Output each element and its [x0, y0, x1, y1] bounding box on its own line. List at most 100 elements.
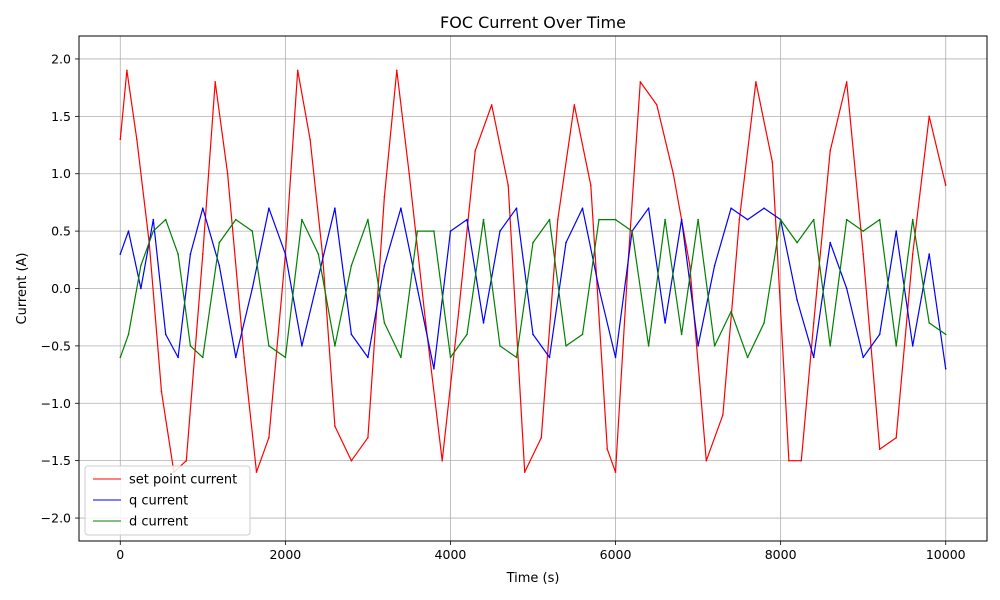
y-tick-label: 0.5 [51, 224, 71, 239]
series-3-point [713, 345, 716, 347]
series-1-point [540, 436, 543, 439]
series-1-point [738, 218, 741, 221]
series-1-point [672, 172, 675, 175]
series-3-point [218, 241, 221, 244]
series-2-point [532, 333, 534, 336]
series-2-point [730, 207, 732, 209]
series-3-point [202, 356, 204, 359]
series-2-point [235, 356, 237, 359]
series-1-point [424, 322, 427, 324]
series-2-point [400, 207, 402, 209]
series-3-point [895, 345, 897, 347]
legend-label: d current [129, 515, 188, 530]
series-2-point [449, 230, 452, 232]
series-3-point [189, 345, 192, 347]
series-1-point [136, 138, 138, 141]
series-2-point [862, 356, 864, 359]
series-2-point [845, 287, 848, 290]
series-1-point [408, 172, 411, 175]
series-1-point [895, 436, 897, 439]
series-3-point [433, 230, 435, 232]
series-1-point [878, 448, 881, 451]
series-3-point [301, 218, 303, 221]
series-1-point [126, 69, 128, 72]
series-2-point [911, 345, 914, 347]
series-1-point [829, 150, 831, 152]
series-1-point [800, 459, 803, 462]
series-1-point [214, 81, 216, 83]
series-2-point [383, 264, 386, 267]
series-1-point [457, 310, 460, 313]
series-3-point [581, 333, 584, 336]
series-3-point [878, 218, 881, 221]
series-1-point [383, 195, 386, 198]
series-3-point [466, 333, 468, 336]
series-2-point [565, 241, 567, 244]
series-3-point [631, 230, 633, 232]
series-2-point [499, 230, 501, 232]
x-tick-label: 2000 [269, 547, 301, 562]
series-3-point [845, 218, 848, 221]
x-tick-label: 4000 [435, 547, 467, 562]
series-2-point [713, 264, 716, 267]
series-1-point [474, 150, 477, 152]
y-tick-label: −1.0 [41, 396, 71, 411]
series-1-point [614, 471, 617, 473]
y-tick-label: −2.0 [41, 511, 71, 526]
series-1-point [523, 471, 526, 473]
series-2-point [829, 241, 831, 244]
series-1-point [309, 138, 311, 141]
series-layer [119, 69, 947, 473]
y-axis-title: Current (A) [15, 253, 30, 325]
series-2-point [697, 345, 699, 347]
series-1-point [845, 81, 848, 83]
series-1-point [788, 459, 790, 462]
series-2-point [763, 207, 765, 209]
series-2-point [812, 356, 815, 359]
series-1-point [722, 414, 724, 416]
series-2-point [301, 345, 303, 347]
series-3-point [383, 322, 386, 324]
series-2-point [482, 322, 485, 324]
series-1-point [367, 436, 369, 439]
series-1-point [606, 448, 609, 451]
series-2-point [334, 207, 336, 209]
series-1-point [812, 322, 815, 324]
series-1-point [268, 436, 270, 439]
series-1-point [202, 253, 204, 255]
series-3-point [152, 230, 155, 232]
series-3-point [614, 218, 617, 221]
series-2-point [548, 356, 551, 359]
series-2-point [581, 207, 584, 209]
series-1-point [928, 115, 930, 118]
series-2-point [433, 368, 435, 370]
series-2-point [515, 207, 518, 209]
series-1-point [590, 184, 592, 186]
series-3-point [697, 218, 699, 221]
y-tick-label: 1.0 [51, 166, 71, 181]
grid [79, 36, 987, 541]
series-3-point [548, 218, 551, 221]
series-1-point [656, 104, 658, 106]
series-1-point [160, 391, 163, 393]
series-3-point [416, 230, 419, 232]
series-3-point [367, 218, 369, 221]
series-2-point [177, 356, 179, 359]
series-3-point [664, 218, 666, 221]
series-2-point [140, 287, 142, 290]
series-1-point [396, 69, 398, 72]
x-tick-label: 0 [116, 547, 124, 562]
series-3-point [177, 253, 179, 255]
series-2-point [317, 276, 320, 278]
series-1-point [689, 264, 691, 267]
y-tick-label: −0.5 [41, 338, 71, 353]
series-2-point [895, 230, 897, 232]
series-1-point [255, 471, 258, 473]
series-3-point [812, 218, 815, 221]
series-2-point [680, 218, 683, 221]
series-3-point [449, 356, 452, 359]
series-3-point [779, 218, 782, 221]
series-2-point [350, 333, 353, 336]
series-1-point [862, 253, 864, 255]
axis-ticks: 0 2000 4000 6000 8000 10000 −2.0 −1.5 −1.0 −0.5 0.… [41, 51, 966, 562]
